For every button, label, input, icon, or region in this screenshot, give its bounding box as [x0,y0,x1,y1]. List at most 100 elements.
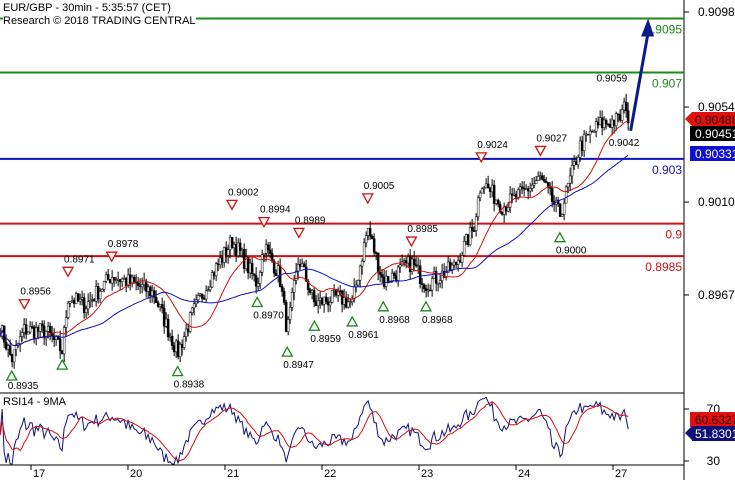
candle-body [414,264,418,267]
candle-body [438,280,442,284]
date-tick-label: 27 [615,468,627,480]
candle-body [274,272,278,276]
candle-body [388,281,392,284]
candle-body [242,249,246,269]
candle-body [408,256,412,272]
level-label: 0.9095 [645,22,682,36]
candle-body [616,113,620,115]
candle-body [544,181,548,183]
candle-body [396,266,400,281]
candle-body [258,272,262,284]
candle-body [324,296,328,302]
candle-body [312,289,316,303]
price-tag-box [690,126,735,141]
candle-body [246,256,250,274]
candle-body [326,301,330,306]
candle-body [418,265,422,284]
candle-body [340,290,344,305]
candle-body [68,301,72,304]
candle-body [58,338,62,351]
candle-body [62,327,66,355]
candle-body [356,280,360,286]
candle-body [612,119,616,126]
swing-high-label: 0.9002 [228,187,259,198]
candle-body [12,349,16,363]
candle-body [260,254,264,273]
candle-body [448,261,452,271]
candle-body [564,186,568,204]
candle-body [190,307,194,313]
candle-body [302,263,306,268]
swing-high-triangle-icon [405,236,418,248]
candle-body [402,260,406,263]
candle-body [510,193,514,196]
candle-body [66,302,70,318]
candle-body [60,350,64,355]
candle-body [116,279,120,281]
candle-body [520,186,524,189]
candle-body [454,261,458,265]
candle-body [80,297,84,300]
slow-moving-average [0,154,629,347]
swing-high-triangle-icon [105,251,118,263]
candle-body [40,323,44,327]
candle-body [236,242,240,256]
candle-body [30,326,34,328]
candle-body [64,317,68,328]
candle-body [254,275,258,287]
candle-body [182,336,186,348]
candle-body [290,292,294,308]
candle-body [348,301,352,303]
price-annotation: 0.9042 [609,138,640,149]
candle-body [488,187,492,192]
candle-body [530,184,534,189]
candle-body [524,188,528,191]
candle-body [288,307,292,320]
candle-body [558,203,562,217]
candle-body [20,332,24,337]
rsi-tag-box [692,426,735,441]
candle-body [602,119,606,128]
candle-body [166,318,170,338]
candle-body [216,263,220,265]
candle-body [540,175,544,180]
candle-body [588,130,592,135]
candle-body [164,318,168,327]
swing-low-label: 0.8970 [253,310,284,321]
candle-body [230,237,234,249]
rsi-tick-label: 30 [707,454,721,468]
swing-high-label: 0.8989 [295,215,326,226]
candle-body [428,289,432,292]
candle-body [180,344,184,348]
candle-body [112,277,116,281]
candle-body [84,308,88,313]
candle-body [478,192,482,199]
candle-body [284,302,288,332]
candle-body [306,280,310,291]
swing-low-triangle-icon [346,315,359,327]
candle-body [228,237,232,250]
candle-body [484,183,488,189]
fast-moving-average [0,120,629,347]
candle-body [208,286,212,291]
swing-high-triangle-icon [475,152,488,164]
candle-body [188,312,192,332]
candle-body [578,140,582,158]
candle-body [34,327,38,339]
swing-low-label: 0.8947 [283,360,314,371]
candle-body [382,277,386,287]
candle-body [392,272,396,276]
candle-body [70,300,74,302]
swing-low-label: 0.8968 [422,315,453,326]
candle-body [4,341,8,350]
candle-body [516,189,520,199]
candle-body [100,288,104,292]
candle-body [528,188,532,192]
candle-body [262,253,266,255]
candle-body [46,325,50,332]
candle-body [362,242,366,262]
rsi-title: RSI14 - 9MA [3,396,67,408]
candle-body [626,110,630,124]
rsi-tag-box [690,412,735,427]
candle-body [550,188,554,202]
